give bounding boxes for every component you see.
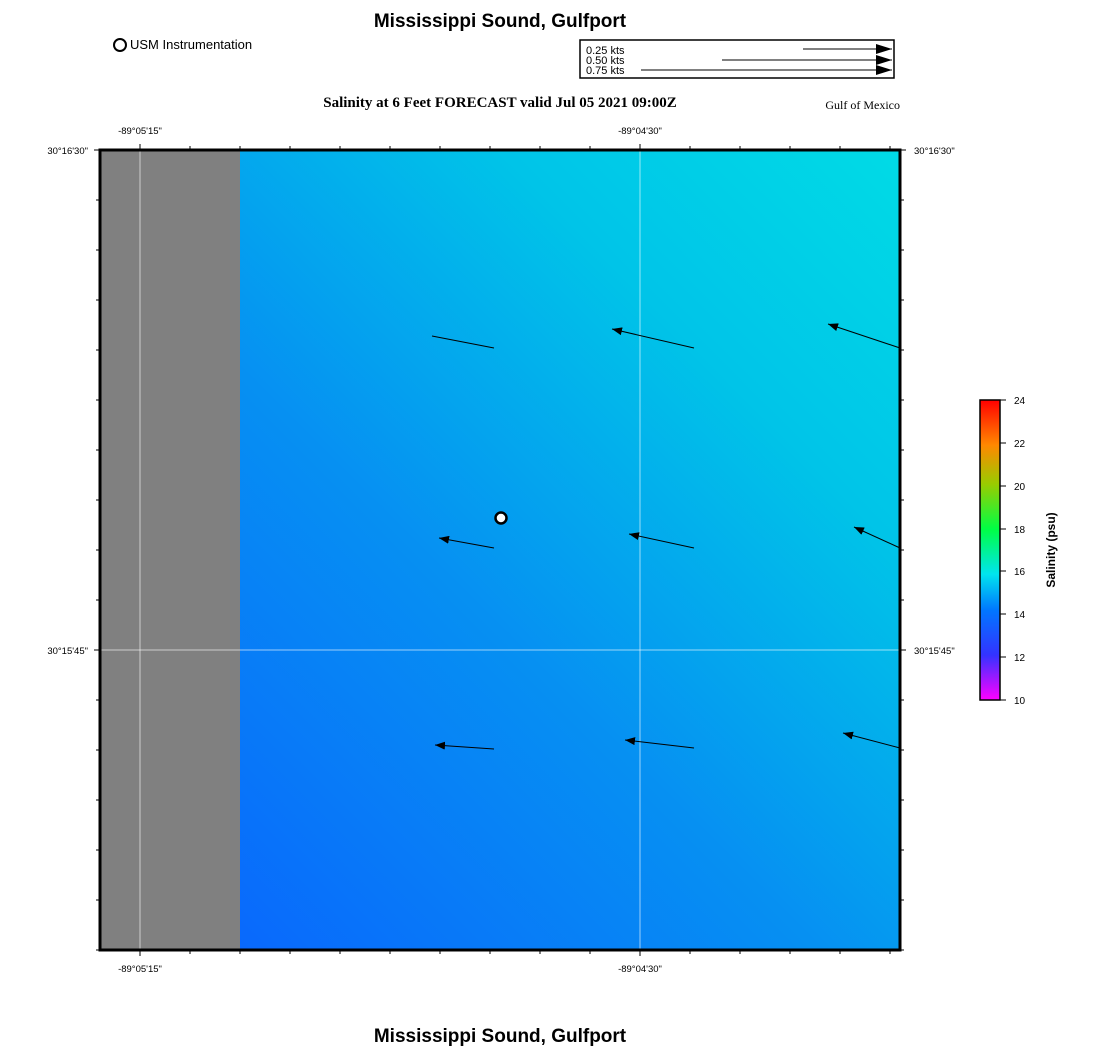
current-vectors	[431, 323, 901, 750]
y-tick-left-2: 30°15'45"	[47, 646, 88, 657]
current-vector	[842, 731, 901, 749]
colorbar-tick-12: 12	[1014, 653, 1026, 664]
land-area	[100, 150, 240, 950]
current-vector	[628, 532, 695, 549]
frame-ticks	[94, 144, 906, 956]
station-legend-label: USM Instrumentation	[130, 37, 253, 52]
vector-scale-legend: 0.25 kts 0.50 kts 0.75 kts	[579, 39, 895, 79]
vector-scale-box	[579, 39, 895, 79]
current-vector	[853, 526, 901, 549]
y-tick-left-1: 30°16'30"	[47, 146, 88, 157]
colorbar-tick-22: 22	[1014, 439, 1026, 450]
colorbar-tick-10: 10	[1014, 696, 1026, 707]
x-tick-bottom-1: -89°05'15"	[118, 964, 162, 975]
usm-station-marker[interactable]	[494, 511, 508, 525]
y-tick-right-2: 30°15'45"	[914, 646, 955, 657]
current-vector	[438, 535, 495, 549]
current-vector	[624, 737, 695, 749]
station-legend: USM Instrumentation	[113, 37, 252, 52]
footer-title: Mississippi Sound, Gulfport	[373, 1026, 627, 1047]
station-marker-icon	[113, 37, 127, 52]
x-tick-top-1: -89°05'15"	[118, 126, 162, 137]
y-tick-right-1: 30°16'30"	[914, 146, 955, 157]
current-vector	[431, 335, 495, 349]
scale-label-075: 0.75 kts	[586, 65, 625, 77]
current-vector	[611, 327, 695, 349]
scale-label-025: 0.25 kts	[586, 45, 625, 57]
current-vector	[827, 323, 901, 349]
map-subtitle: Salinity at 6 Feet FORECAST valid Jul 05…	[323, 95, 677, 111]
colorbar-tick-24: 24	[1014, 396, 1026, 407]
colorbar-tick-16: 16	[1014, 567, 1026, 578]
colorbar-tick-18: 18	[1014, 525, 1026, 536]
x-tick-bottom-2: -89°04'30"	[618, 964, 662, 975]
x-tick-top-2: -89°04'30"	[618, 126, 662, 137]
colorbar-gradient	[979, 399, 1001, 701]
region-label: Gulf of Mexico	[825, 98, 900, 112]
colorbar-tick-14: 14	[1014, 610, 1026, 621]
colorbar-tick-20: 20	[1014, 482, 1026, 493]
colorbar-label: Salinity (psu)	[1044, 512, 1058, 587]
map-title: Mississippi Sound, Gulfport	[373, 11, 627, 32]
current-vector	[434, 741, 495, 750]
salinity-colorbar: 24 22 20 18 16 14 12 10 Salinity (psu)	[979, 396, 1058, 707]
map-area	[98, 148, 902, 952]
scale-label-050: 0.50 kts	[586, 55, 625, 67]
